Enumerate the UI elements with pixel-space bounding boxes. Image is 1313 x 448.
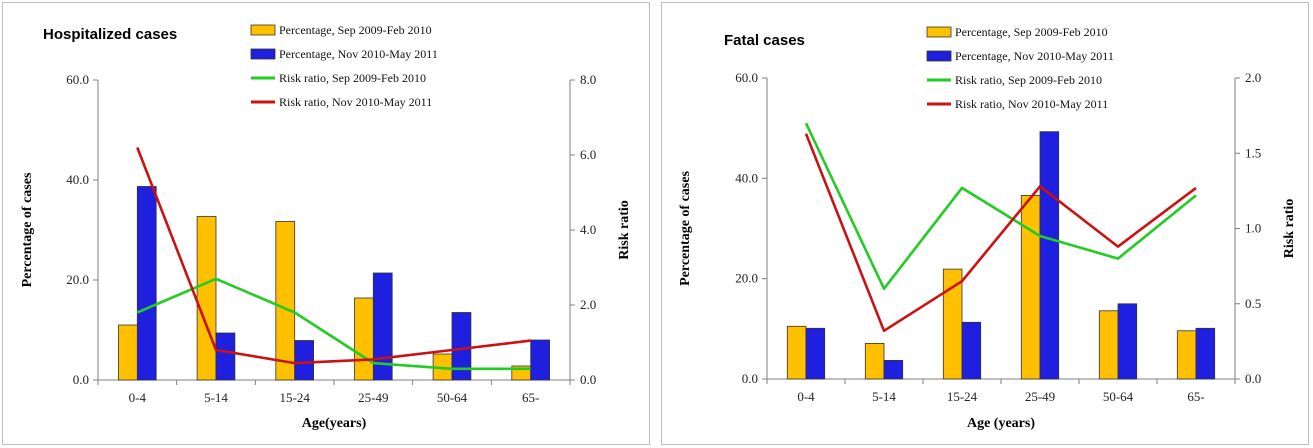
y2-axis-label: Risk ratio: [1282, 199, 1297, 259]
y2-tick-label: 0.0: [1245, 371, 1261, 386]
bar-series0-0-4: [118, 324, 138, 381]
line-series2: [136, 277, 531, 371]
y2-tick-label: 1.5: [1245, 145, 1261, 160]
y-tick-label: 20.0: [66, 272, 89, 287]
legend-label-3: Risk ratio, Nov 2010-May 2011: [279, 95, 432, 109]
bar-series1-15-24: [294, 340, 315, 381]
legend-swatch-1: [926, 50, 952, 62]
y-tick-label: 0.0: [742, 371, 758, 386]
bar-series1-0-4: [805, 327, 826, 380]
line-series2: [804, 122, 1197, 291]
x-tick-label: 25-49: [1025, 389, 1055, 404]
x-tick-label: 50-64: [437, 390, 468, 405]
line-series3: [804, 133, 1197, 333]
bar-series1-15-24: [961, 321, 982, 380]
legend-label-2: Risk ratio, Sep 2009-Feb 2010: [955, 73, 1102, 87]
y2-tick-label: 2.0: [580, 297, 596, 312]
fatal-chart-panel: Fatal cases 0.0 20.0 40.0 60.0 0.0 0.5 1.0 1.5 2.…: [661, 2, 1309, 445]
x-tick-label: 15-24: [947, 389, 978, 404]
x-tick-label: 0-4: [129, 390, 147, 405]
x-tick-label: 25-49: [358, 390, 388, 405]
legend-label-1: Percentage, Nov 2010-May 2011: [955, 49, 1114, 63]
y2-axis-label: Risk ratio: [617, 200, 632, 260]
bar-series0-5-14: [864, 342, 885, 380]
y2-tick-label: 0.0: [580, 372, 596, 387]
fatal-chart: Fatal cases 0.0 20.0 40.0 60.0 0.0 0.5 1.0 1.5 2.…: [678, 25, 1297, 431]
bar-series0-50-64: [1098, 310, 1119, 380]
hospitalized-chart-panel: Hospitalized cases 0.0 20.0 40.0 60.0 0.0 2.0 4…: [2, 2, 650, 445]
y2-tick-label: 8.0: [580, 72, 596, 87]
hospitalized-chart: Hospitalized cases 0.0 20.0 40.0 60.0 0.0 2.0 4…: [20, 23, 632, 431]
y-axis-label: Percentage of cases: [678, 171, 693, 286]
y2-tick-label: 6.0: [580, 147, 596, 162]
bar-series0-5-14: [196, 216, 217, 381]
bar-series0-0-4: [786, 325, 807, 380]
y-tick-label: 60.0: [735, 70, 758, 85]
x-axis-label: Age (years): [967, 416, 1035, 431]
bar-series0-25-49: [1020, 194, 1041, 380]
bar-series1-5-14: [883, 359, 904, 380]
chart-title: Hospitalized cases: [43, 26, 177, 43]
y-tick-label: 20.0: [735, 271, 758, 286]
x-tick-label: 65-: [1187, 389, 1204, 404]
x-tick-label: 5-14: [204, 390, 228, 405]
legend-label-0: Percentage, Sep 2009-Feb 2010: [955, 25, 1108, 39]
bar-series1-25-49: [372, 272, 393, 381]
bar-series1-65-: [1195, 327, 1216, 380]
legend-swatch-1: [250, 48, 276, 60]
bar-series0-15-24: [942, 268, 963, 380]
y2-tick-label: 0.5: [1245, 296, 1261, 311]
bar-series1-25-49: [1039, 131, 1060, 380]
legend-label-2: Risk ratio, Sep 2009-Feb 2010: [279, 71, 426, 85]
x-tick-label: 0-4: [797, 389, 815, 404]
y2-tick-label: 4.0: [580, 222, 596, 237]
legend-label-0: Percentage, Sep 2009-Feb 2010: [279, 23, 432, 37]
x-tick-label: 15-24: [280, 390, 311, 405]
y2-tick-label: 2.0: [1245, 70, 1261, 85]
y-tick-label: 60.0: [66, 72, 89, 87]
chart-title: Fatal cases: [724, 32, 805, 49]
legend-swatch-0: [926, 26, 952, 38]
x-tick-label: 5-14: [872, 389, 896, 404]
bar-series0-65-: [1176, 330, 1197, 380]
legend-label-3: Risk ratio, Nov 2010-May 2011: [955, 97, 1108, 111]
x-tick-label: 65-: [522, 390, 539, 405]
legend-label-1: Percentage, Nov 2010-May 2011: [279, 47, 438, 61]
y2-tick-label: 1.0: [1245, 221, 1261, 236]
y-tick-label: 40.0: [735, 170, 758, 185]
x-tick-label: 50-64: [1103, 389, 1134, 404]
y-axis-label: Percentage of cases: [20, 172, 35, 287]
bar-series0-15-24: [275, 221, 296, 381]
bar-series1-50-64: [451, 312, 472, 381]
x-axis-label: Age(years): [302, 416, 367, 431]
legend-swatch-0: [250, 24, 276, 36]
bar-series1-0-4: [136, 186, 157, 381]
bar-series1-50-64: [1117, 303, 1138, 380]
bar-series1-5-14: [215, 332, 236, 381]
bar-series0-25-49: [354, 297, 374, 381]
y-tick-label: 0.0: [73, 372, 89, 387]
line-series3: [136, 147, 531, 365]
bar-series1-65-: [530, 339, 551, 381]
y-tick-label: 40.0: [66, 172, 89, 187]
